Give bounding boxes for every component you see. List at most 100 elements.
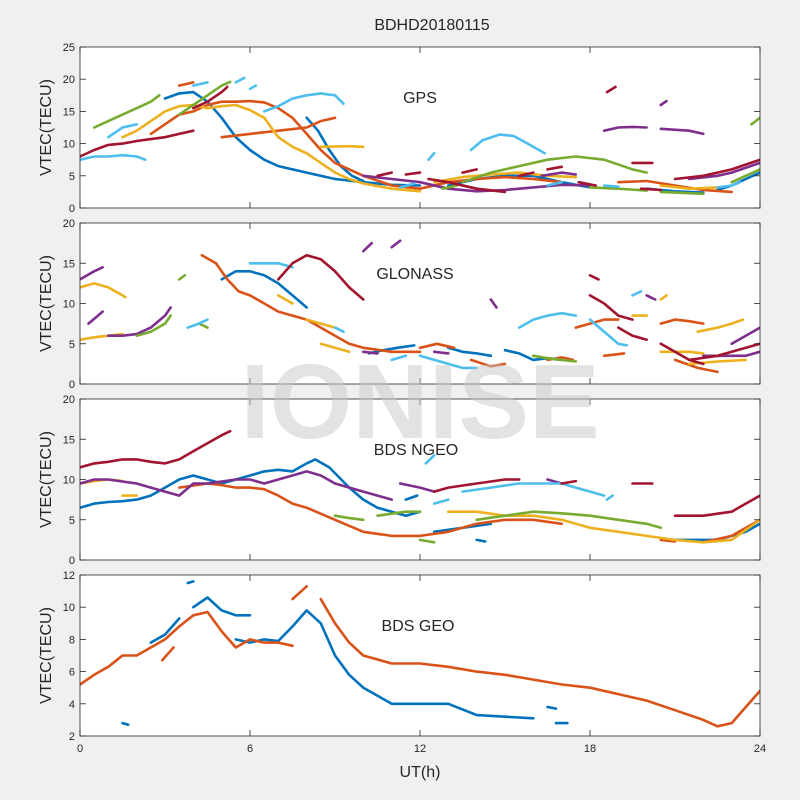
series-7-segment-2: [192, 85, 229, 110]
series-7-segment-4: [659, 342, 705, 366]
series-7-segment-12: [673, 158, 760, 181]
series-4-segment-1: [80, 266, 104, 281]
panel-annotation: GLONASS: [376, 266, 453, 283]
series-6-segment-3: [192, 81, 209, 87]
y-tick-label: 0: [69, 379, 75, 391]
series-2-segment-5: [602, 352, 626, 358]
series-5-segment-1: [92, 94, 161, 129]
series-2-segment-1: [80, 610, 294, 686]
series-7-segment-1: [80, 429, 232, 469]
series-7-segment-5: [617, 326, 648, 341]
series-3-segment-8: [659, 350, 705, 355]
series-4-segment-8: [489, 298, 498, 309]
series-1-segment-2: [305, 116, 365, 183]
series-6-segment-5: [418, 354, 478, 370]
y-tick-label: 5: [69, 171, 75, 183]
y-tick-label: 10: [63, 299, 75, 311]
series-1-segment-4: [192, 596, 252, 617]
y-tick-label: 10: [63, 602, 75, 614]
series-2-segment-1: [177, 482, 563, 538]
series-5-segment-3: [177, 274, 187, 281]
y-tick-label: 6: [69, 667, 75, 679]
y-tick-label: 15: [63, 258, 75, 270]
series-6-segment-2: [461, 482, 606, 497]
series-7-segment-1: [80, 129, 195, 158]
x-tick-label: 18: [584, 743, 596, 755]
series-group: [80, 580, 760, 728]
series-7-segment-4: [404, 171, 422, 176]
series-6-segment-1: [186, 318, 209, 329]
series-1-segment-3: [447, 346, 493, 358]
series-2-segment-4: [319, 597, 760, 728]
series-6-segment-11: [716, 180, 742, 189]
series-5-segment-2: [177, 80, 232, 116]
series-1-segment-2: [149, 617, 181, 644]
watermark: IONISE: [240, 343, 599, 461]
series-7-segment-7: [517, 171, 535, 178]
series-3-segment-3: [447, 510, 760, 544]
series-3-segment-9: [696, 318, 745, 333]
figure-title: BDHD20180115: [374, 17, 489, 34]
x-tick-label: 0: [77, 743, 83, 755]
series-2-segment-3: [291, 585, 308, 601]
series-4-segment-1: [80, 478, 153, 489]
series-1-segment-5: [234, 609, 535, 720]
series-2-segment-8: [574, 318, 620, 329]
series-group: [80, 429, 760, 544]
series-2-segment-2: [160, 646, 175, 662]
series-4-segment-4: [540, 171, 578, 178]
y-axis-label: VTEC(TECU): [38, 255, 55, 352]
series-5-segment-7: [750, 116, 760, 126]
series-4-segment-7: [432, 350, 450, 355]
series-5-segment-8: [441, 184, 459, 190]
series-5-segment-6: [730, 168, 760, 184]
y-tick-label: 10: [63, 139, 75, 151]
series-2-segment-7: [673, 358, 719, 374]
series-6-segment-2: [107, 123, 138, 139]
series-4-segment-9: [645, 294, 657, 301]
series-6-segment-8: [469, 133, 546, 155]
series-group: [80, 76, 760, 196]
series-3-segment-1: [121, 103, 422, 193]
series-3-segment-4: [659, 184, 719, 190]
series-4-segment-6: [659, 99, 668, 107]
series-4-segment-2: [107, 306, 172, 337]
panel-2: 0 5 10 15 20 GLONASS VTEC(TECU): [38, 218, 761, 391]
plot-area: [80, 223, 760, 384]
series-3-segment-1: [80, 282, 127, 299]
y-tick-label: 15: [63, 106, 75, 118]
y-tick-label: 5: [69, 515, 75, 527]
series-6-segment-12: [398, 182, 416, 189]
series-6-segment-7: [588, 318, 629, 347]
series-7-segment-5: [427, 177, 507, 194]
series-3-segment-2: [319, 144, 365, 149]
y-tick-label: 12: [63, 570, 75, 582]
plot-area: [80, 575, 760, 736]
y-axis-label: VTEC(TECU): [38, 79, 55, 176]
series-6-segment-4: [234, 76, 246, 84]
series-2-segment-2: [659, 538, 677, 543]
x-tick-label: 12: [414, 743, 426, 755]
series-4-segment-11: [730, 326, 760, 346]
y-tick-label: 0: [69, 203, 75, 215]
series-3-segment-5: [319, 342, 351, 354]
series-2-segment-3: [469, 358, 507, 368]
series-7-segment-1: [277, 253, 365, 301]
series-6-segment-3: [333, 326, 345, 333]
series-1-segment-4: [404, 494, 419, 501]
series-5-segment-4: [532, 354, 578, 363]
series-1-segment-6: [546, 705, 558, 710]
series-4-segment-2: [602, 125, 648, 132]
series-7-segment-5: [673, 494, 760, 517]
series-3-segment-3: [432, 171, 578, 184]
series-5-segment-3: [461, 155, 648, 184]
series-4-segment-4: [362, 241, 374, 253]
series-1-segment-1: [220, 270, 308, 309]
series-5-segment-4: [588, 186, 648, 192]
series-group: [80, 239, 760, 374]
series-7-segment-3: [560, 479, 578, 485]
y-tick-label: 4: [69, 699, 75, 711]
series-1-segment-1: [121, 721, 130, 726]
series-1-segment-2: [367, 344, 416, 355]
